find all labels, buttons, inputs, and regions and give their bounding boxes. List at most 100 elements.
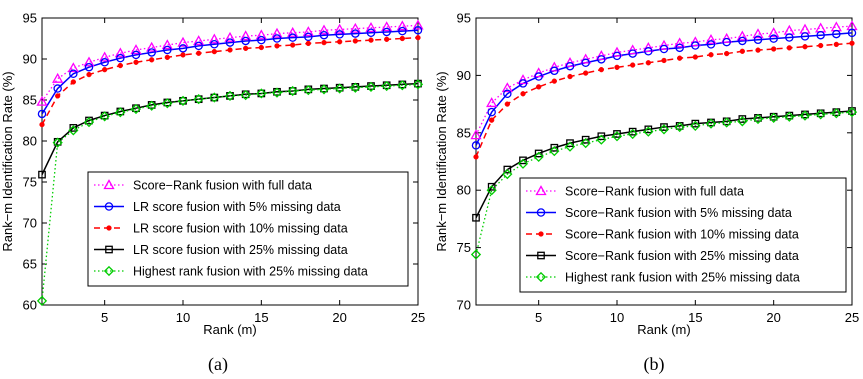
data-point-s2: [706, 40, 716, 49]
x-tick-label: 10: [176, 310, 190, 325]
data-point-s1: [564, 56, 576, 67]
data-point-s3: [536, 84, 542, 90]
y-tick-label: 85: [457, 125, 471, 140]
data-point-s3: [384, 36, 390, 42]
data-point-s3: [149, 57, 155, 63]
data-point-s1: [114, 47, 126, 58]
legend-label: LR score fusion with 5% missing data: [133, 200, 341, 214]
data-point-s3: [337, 39, 343, 45]
data-point-s5: [580, 138, 591, 149]
y-tick-label: 60: [23, 298, 37, 313]
data-point-s1: [302, 26, 314, 37]
data-point-s3: [258, 44, 264, 51]
data-point-s2: [37, 109, 47, 119]
data-point-s2: [628, 49, 637, 58]
x-tick-label: 5: [101, 310, 108, 325]
series-line-1: [42, 24, 418, 103]
data-point-s5: [658, 124, 670, 135]
data-point-s4: [534, 149, 543, 158]
data-point-s3: [677, 55, 683, 61]
data-point-s3: [274, 43, 280, 49]
data-point-s3: [305, 40, 311, 47]
x-tick-label: 20: [766, 310, 780, 325]
data-point-s3: [645, 60, 651, 66]
data-point-s3: [180, 52, 186, 58]
data-point-s1: [83, 56, 95, 67]
data-point-s5: [115, 107, 126, 118]
legend-marker: [535, 185, 547, 196]
data-point-s1: [381, 21, 393, 32]
data-point-s3: [755, 47, 761, 53]
data-point-s3: [614, 64, 620, 71]
data-point-s5: [799, 110, 811, 121]
data-point-s3: [583, 70, 589, 76]
data-point-s2: [847, 28, 857, 38]
data-point-s3: [102, 67, 108, 73]
data-point-s3: [661, 57, 667, 64]
data-point-s1: [146, 41, 158, 52]
data-point-s1: [580, 53, 592, 64]
y-tick-label: 90: [23, 52, 37, 67]
data-point-s5: [130, 103, 142, 115]
data-point-s5: [350, 82, 361, 93]
data-point-s2: [351, 29, 360, 38]
y-tick-label: 80: [457, 183, 471, 198]
data-point-s3: [196, 50, 202, 56]
data-point-s2: [644, 47, 653, 56]
data-point-s4: [644, 125, 653, 134]
data-point-s3: [243, 45, 249, 51]
data-point-s3: [551, 78, 557, 84]
data-point-s5: [256, 88, 267, 99]
data-point-s2: [100, 58, 109, 67]
y-axis-label: Rank−m Identification Rate (%): [0, 71, 15, 251]
data-point-s2: [550, 66, 559, 76]
data-point-s3: [133, 59, 139, 65]
data-point-s2: [225, 38, 235, 47]
chart-2: 5 10 15 20 25 70 75 80 85 90 95 Rank (m) Rank−m Iden…: [434, 11, 859, 376]
data-point-s2: [53, 84, 62, 93]
data-point-s2: [518, 79, 528, 88]
legend-marker: [104, 202, 114, 211]
data-point-s2: [116, 53, 125, 63]
data-point-s2: [691, 41, 700, 50]
data-point-s4: [628, 127, 637, 136]
data-point-s3: [567, 73, 573, 80]
data-point-s3: [164, 54, 170, 61]
data-point-s5: [334, 83, 345, 94]
legend-marker: [536, 208, 546, 217]
data-point-s1: [533, 67, 545, 78]
legend-box: [87, 171, 409, 287]
data-point-s1: [52, 72, 64, 83]
data-point-s3: [70, 79, 76, 85]
y-tick-label: 75: [457, 240, 471, 255]
data-point-s2: [178, 44, 188, 53]
data-point-s5: [99, 111, 110, 122]
data-point-s5: [240, 89, 251, 101]
data-point-s4: [226, 92, 234, 100]
data-point-s3: [708, 52, 714, 58]
data-point-s3: [849, 40, 855, 46]
legend-label: Score−Rank fusion with full data: [565, 185, 744, 199]
data-point-s3: [39, 121, 45, 128]
data-point-s4: [487, 182, 496, 191]
data-point-s2: [69, 69, 78, 79]
data-point-s2: [335, 30, 344, 39]
data-point-s4: [210, 93, 219, 102]
y-tick-label: 85: [23, 93, 37, 108]
data-point-s2: [147, 48, 156, 57]
data-point-s4: [472, 213, 480, 222]
data-point-s3: [117, 62, 123, 69]
data-point-s1: [349, 22, 361, 33]
data-point-s1: [611, 46, 623, 57]
y-tick-label: 70: [23, 216, 37, 231]
data-point-s1: [412, 19, 424, 30]
data-point-s2: [257, 35, 266, 45]
data-point-s4: [179, 96, 187, 105]
data-point-s3: [368, 37, 374, 43]
data-point-s2: [753, 35, 763, 45]
data-point-s1: [99, 51, 111, 62]
data-point-s2: [534, 72, 543, 81]
data-point-s2: [597, 55, 606, 64]
y-tick-label: 70: [457, 298, 471, 313]
